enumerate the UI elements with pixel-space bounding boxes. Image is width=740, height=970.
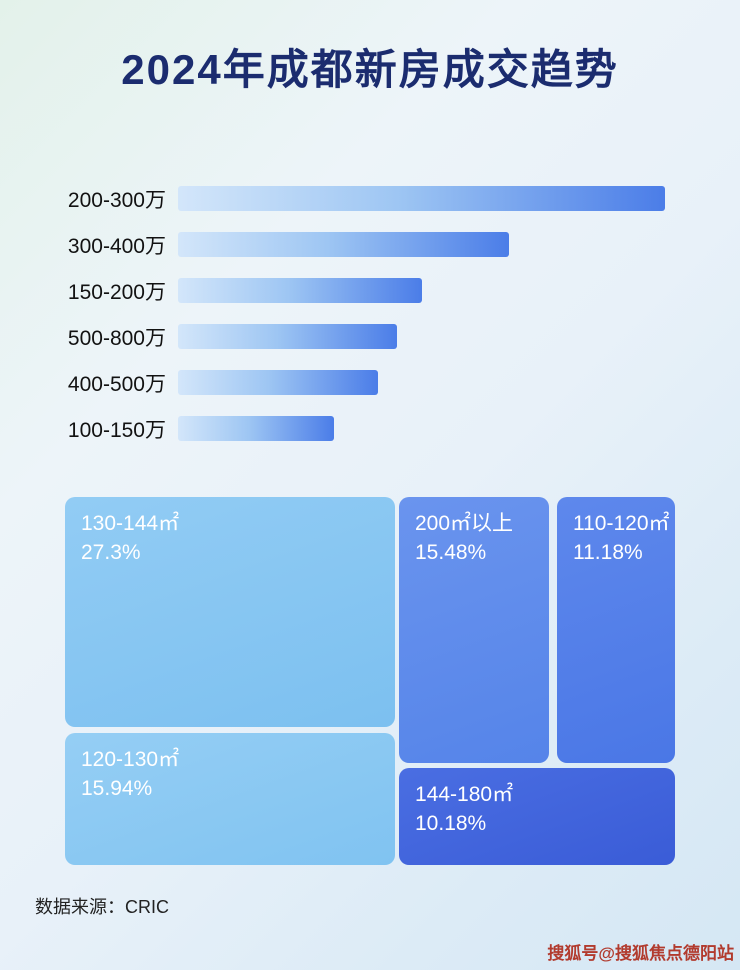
treemap-block-130-144: 130-144㎡ 27.3% (65, 497, 395, 727)
bar-row: 400-500万 (48, 370, 688, 396)
bar-label: 300-400万 (67, 234, 166, 258)
treemap-block-200-plus: 200㎡以上 15.48% (399, 497, 549, 763)
bar-label: 100-150万 (67, 418, 166, 442)
treemap-block-label: 200㎡以上 (415, 512, 514, 535)
bar-label: 200-300万 (67, 188, 166, 212)
bar-fill (178, 232, 510, 257)
data-source: 数据来源：CRIC (35, 897, 169, 917)
treemap-block-110-120: 110-120㎡ 11.18% (557, 497, 675, 763)
treemap-block-120-130: 120-130㎡ 15.94% (65, 733, 395, 865)
treemap-block-label: 144-180㎡ (415, 783, 514, 806)
treemap-block-value: 15.48% (415, 541, 487, 565)
bar-track (178, 232, 665, 257)
treemap-block-144-180: 144-180㎡ 10.18% (399, 768, 675, 865)
treemap-block-label: 110-120㎡ (573, 512, 670, 535)
bar-label: 150-200万 (67, 280, 166, 304)
price-band-bar-chart: 200-300万 300-400万 150-200万 500-800万 400-… (48, 186, 688, 462)
bar-track (178, 370, 665, 395)
bar-row: 500-800万 (48, 324, 688, 350)
treemap-block-value: 11.18% (573, 541, 643, 565)
bar-fill (178, 416, 334, 441)
bar-row: 150-200万 (48, 278, 688, 304)
bar-label: 500-800万 (67, 326, 166, 350)
bar-row: 100-150万 (48, 416, 688, 442)
bar-track (178, 278, 665, 303)
treemap-block-value: 15.94% (81, 777, 153, 801)
bar-fill (178, 278, 422, 303)
floor-area-treemap: 130-144㎡ 27.3% 200㎡以上 15.48% 110-120㎡ 11… (65, 497, 675, 865)
bar-track (178, 186, 665, 211)
bar-label: 400-500万 (67, 372, 166, 396)
watermark: 搜狐号@搜狐焦点德阳站 (547, 944, 734, 963)
bar-fill (178, 186, 665, 211)
treemap-block-value: 10.18% (415, 812, 487, 836)
page-title: 2024年成都新房成交趋势 (121, 46, 619, 93)
bar-track (178, 416, 665, 441)
bar-fill (178, 324, 398, 349)
treemap-block-value: 27.3% (81, 541, 141, 565)
bar-row: 200-300万 (48, 186, 688, 212)
treemap-block-label: 120-130㎡ (81, 748, 180, 771)
bar-row: 300-400万 (48, 232, 688, 258)
bar-fill (178, 370, 378, 395)
treemap-block-label: 130-144㎡ (81, 512, 180, 535)
bar-track (178, 324, 665, 349)
